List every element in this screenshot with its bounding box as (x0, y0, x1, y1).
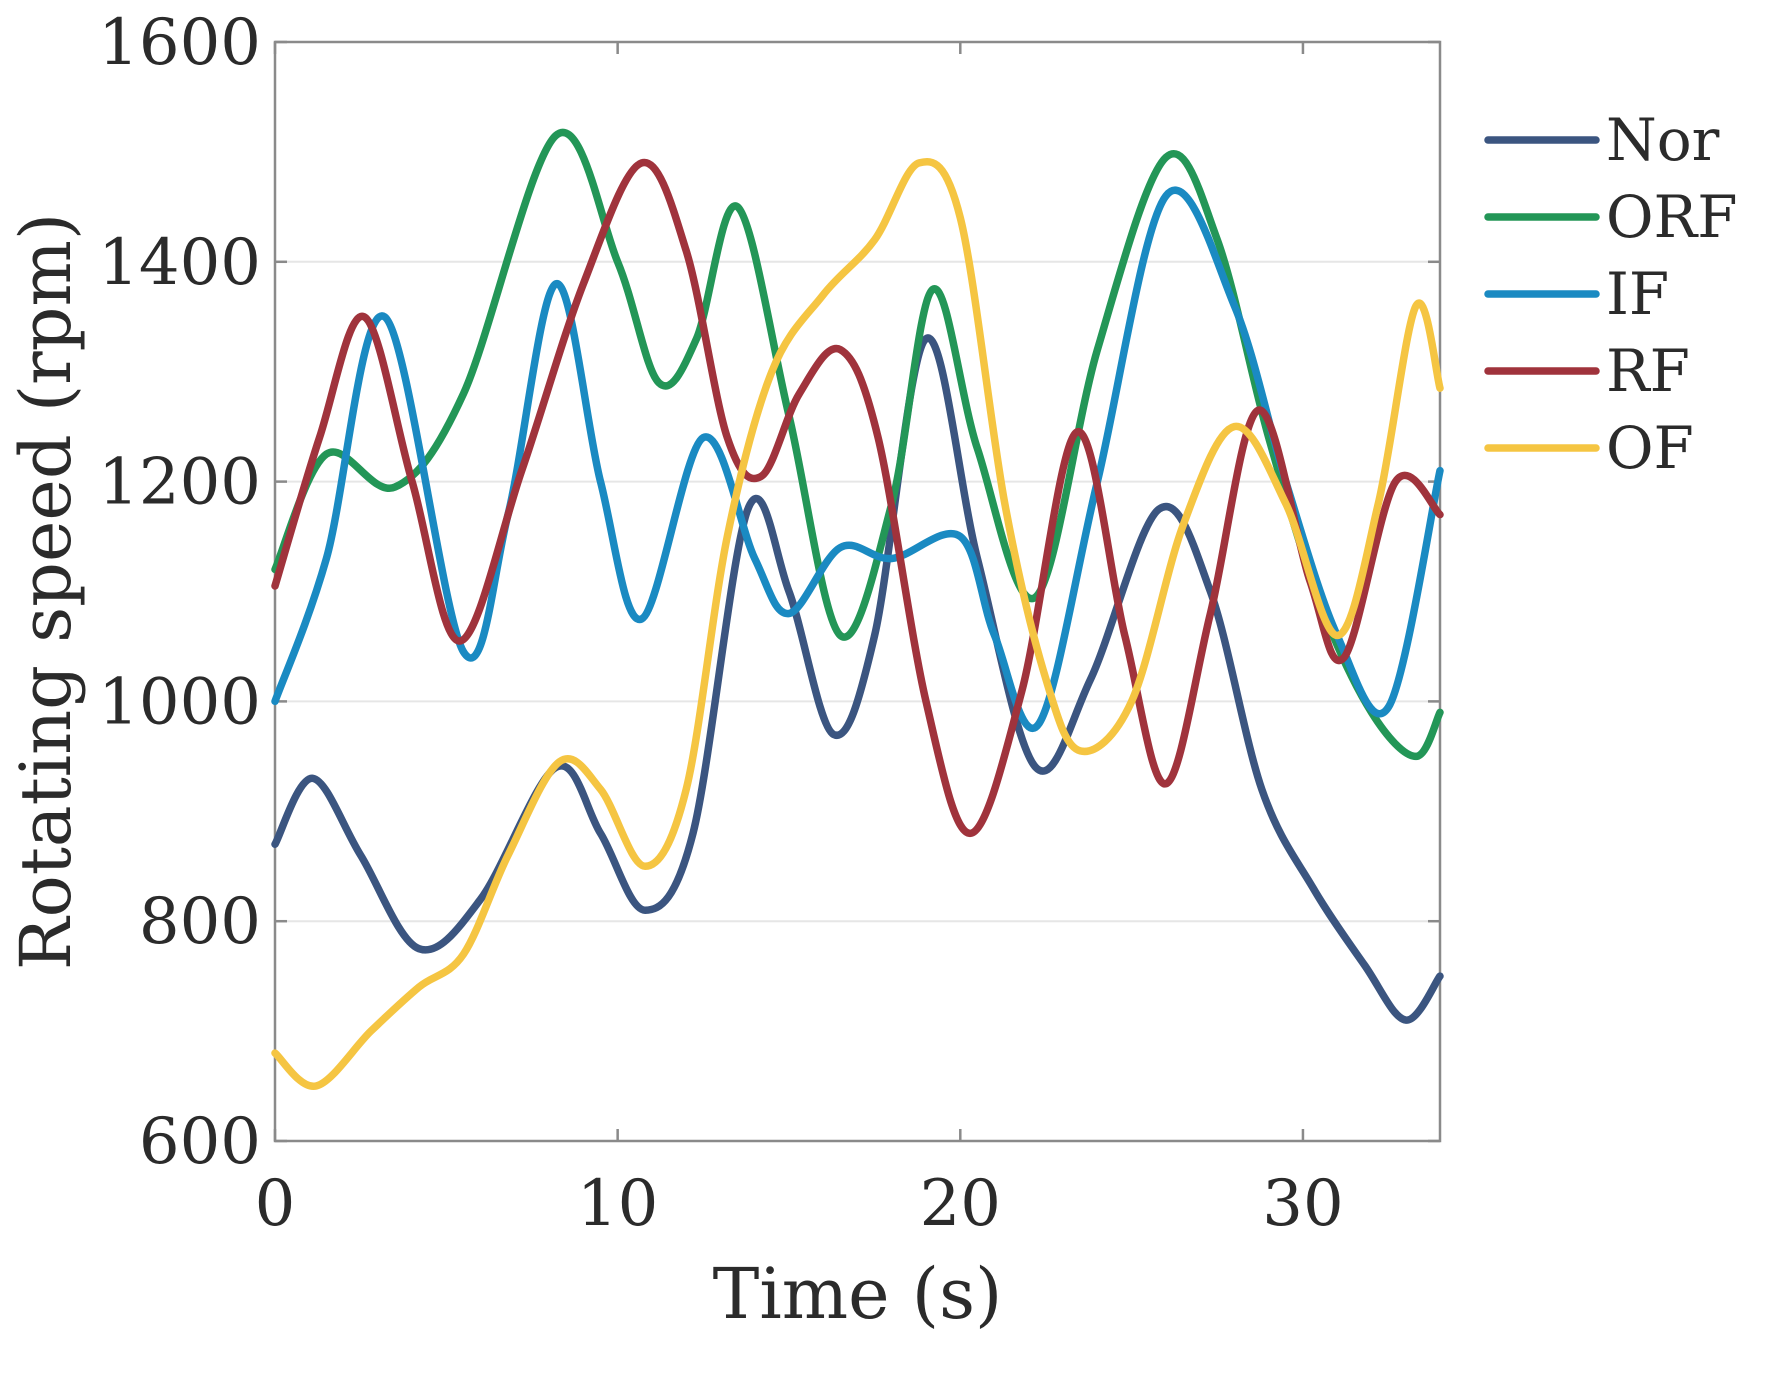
legend-label: Nor (1606, 106, 1720, 174)
legend-item-of: OF (1484, 414, 1694, 482)
legend-label: IF (1606, 260, 1669, 328)
y-axis-label: Rotating speed (rpm) (5, 213, 87, 970)
y-tick-label: 1400 (98, 226, 261, 300)
y-tick-label: 600 (139, 1105, 261, 1179)
series-line-if (271, 186, 1444, 732)
x-tick-label: 20 (920, 1167, 1001, 1241)
axis-ticks: 600 800 1000 1200 1400 1600 0 10 20 30 (98, 6, 1440, 1241)
y-tick-label: 1200 (98, 446, 261, 520)
legend-label: RF (1606, 337, 1690, 405)
legend-label: OF (1606, 414, 1694, 482)
x-axis-label: Time (s) (713, 1253, 1003, 1335)
y-tick-label: 1600 (98, 6, 261, 80)
legend: Nor ORF IF RF OF (1484, 106, 1737, 482)
legend-item-rf: RF (1484, 337, 1690, 405)
legend-item-orf: ORF (1484, 183, 1737, 251)
legend-item-nor: Nor (1484, 106, 1720, 174)
series-line-of (271, 158, 1444, 1090)
legend-label: ORF (1606, 183, 1737, 251)
x-tick-label: 30 (1262, 1167, 1343, 1241)
y-tick-label: 800 (139, 885, 261, 959)
legend-item-if: IF (1484, 260, 1669, 328)
series-line-rf (271, 158, 1444, 838)
x-tick-label: 0 (255, 1167, 296, 1241)
y-tick-label: 1000 (98, 665, 261, 739)
series-lines (271, 128, 1444, 1090)
plot-area-frame (273, 40, 1442, 1143)
x-tick-label: 10 (577, 1167, 658, 1241)
